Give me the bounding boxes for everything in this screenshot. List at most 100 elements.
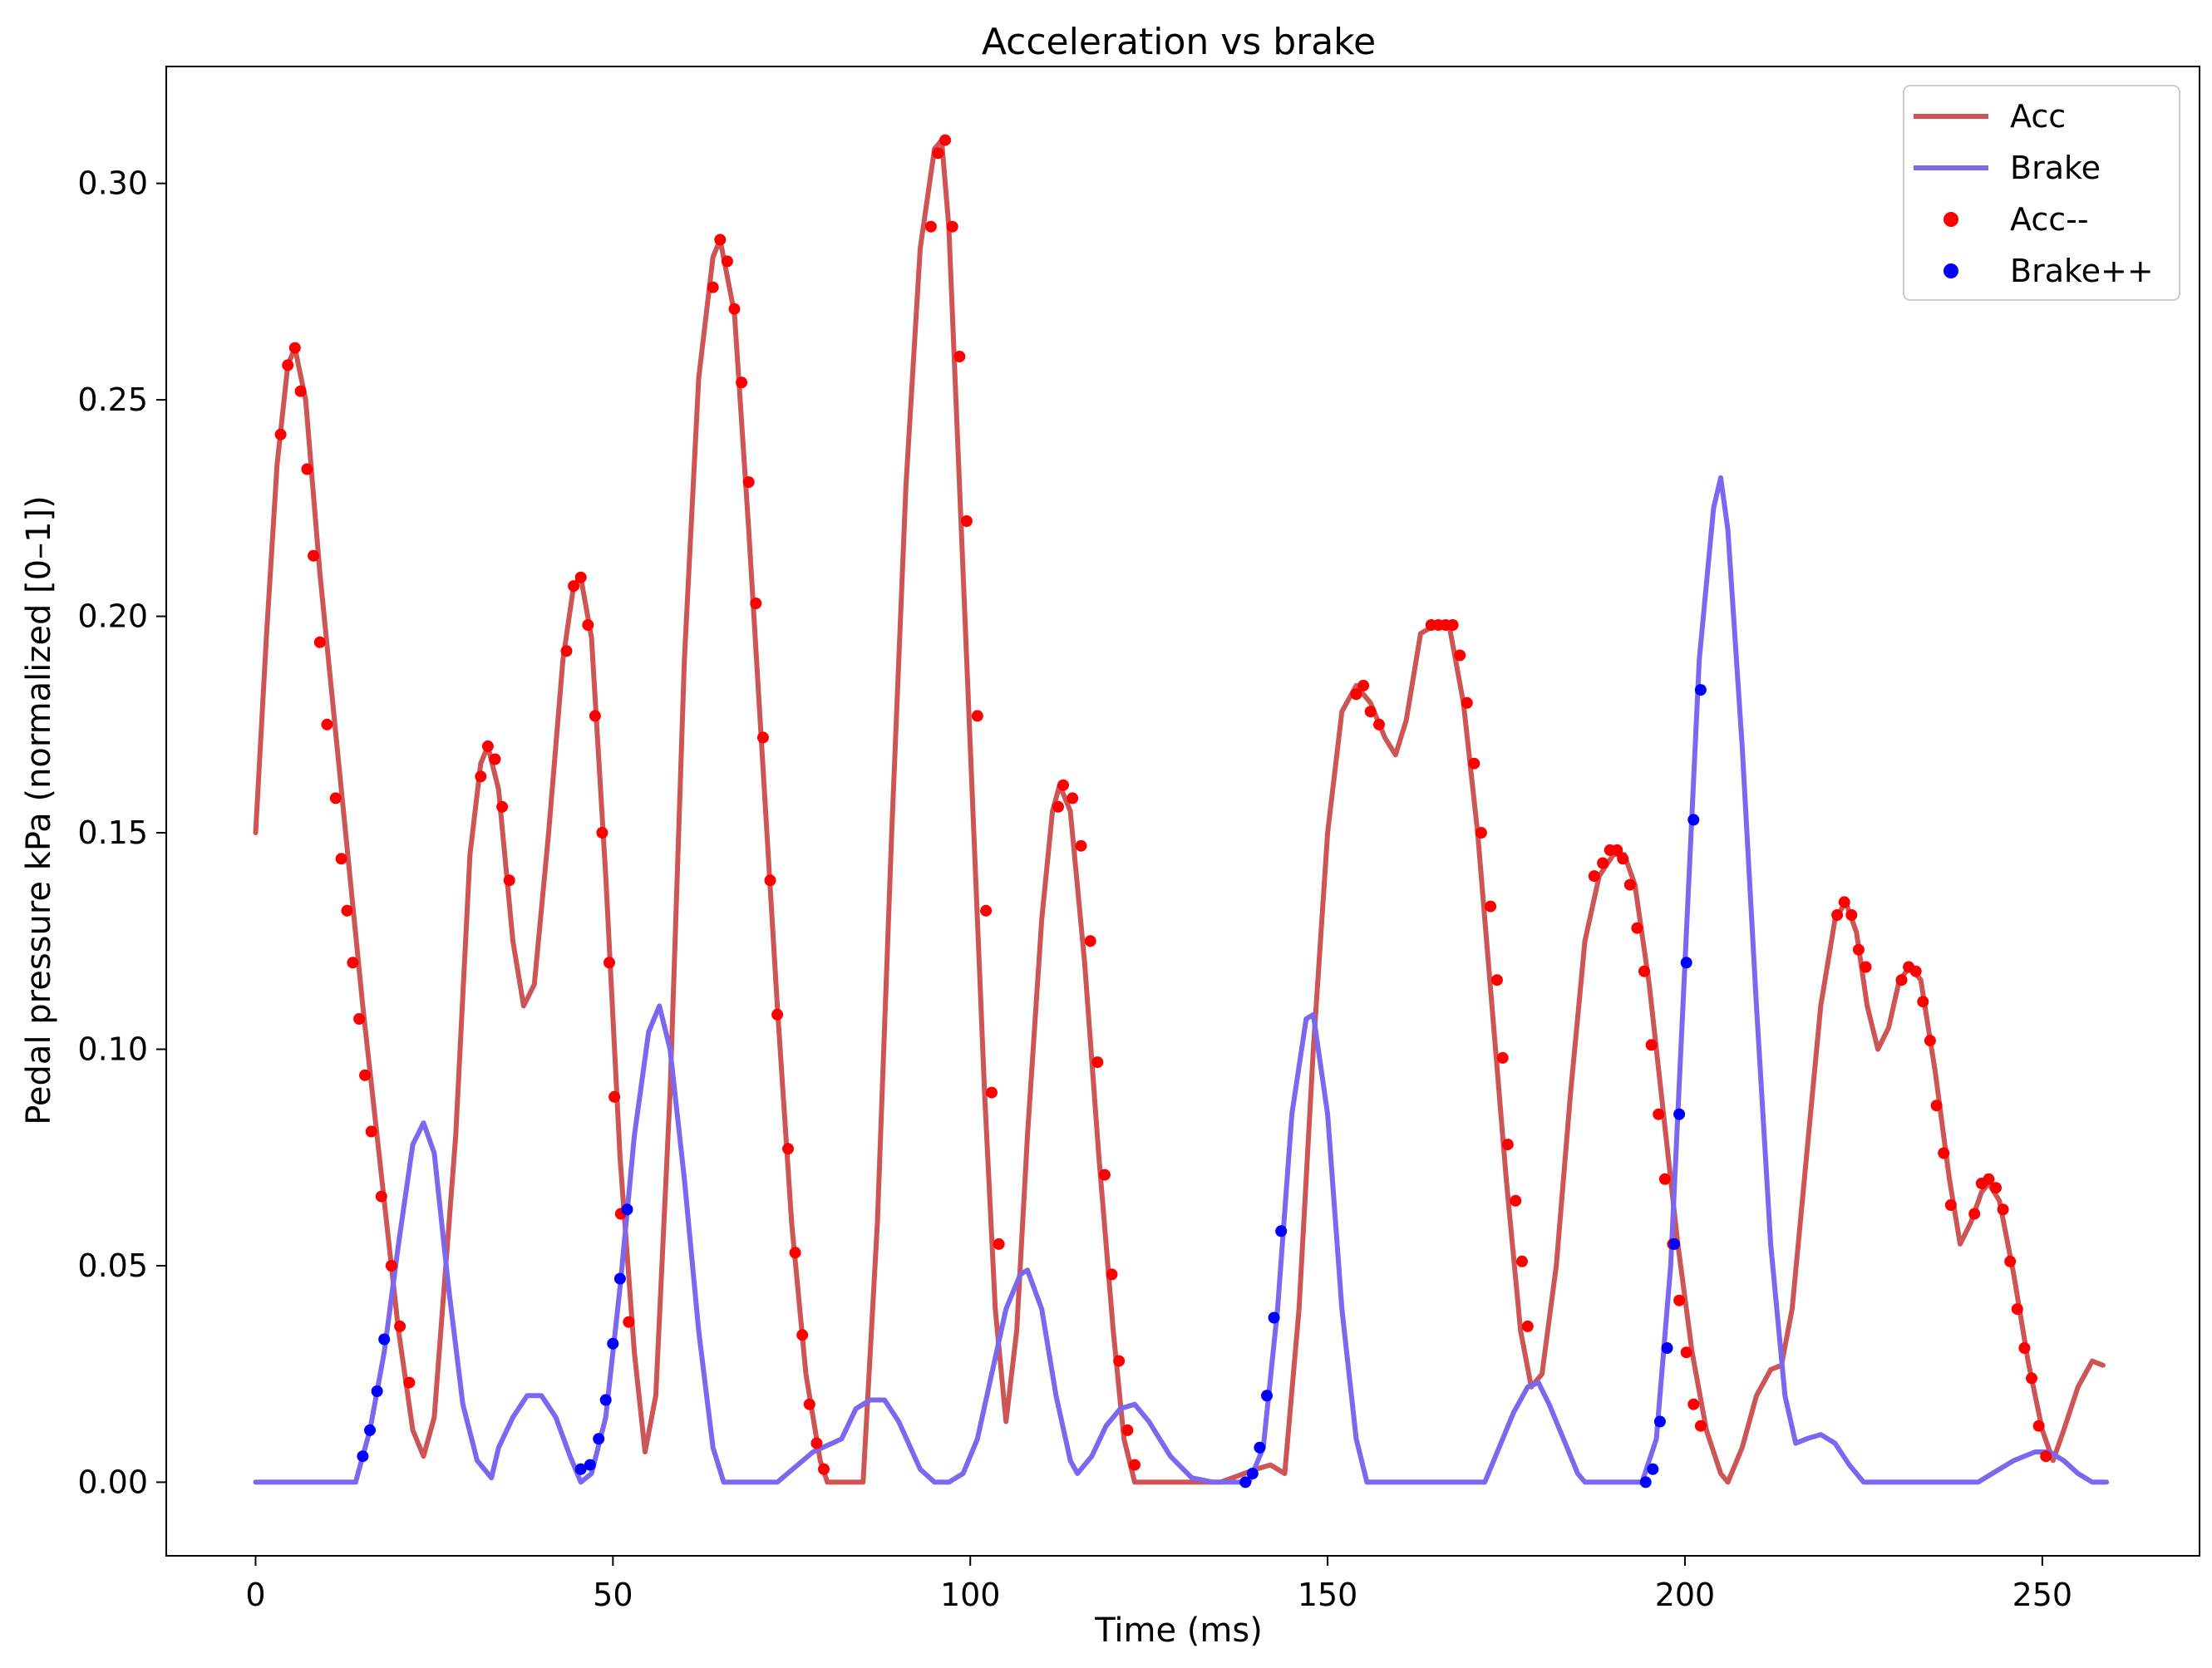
y-tick-label-4: 0.20 <box>77 598 148 635</box>
plot-area-frame <box>165 66 2200 1557</box>
point-Acc---128 <box>2032 1420 2045 1432</box>
point-Acc---99 <box>1653 1108 1665 1120</box>
point-Acc---4 <box>301 463 313 475</box>
x-axis-ticks: 0 50 100 150 200 250 <box>245 1556 2072 1613</box>
point-Acc---61 <box>1057 779 1069 791</box>
point-Acc---57 <box>980 904 993 917</box>
point-Acc---64 <box>1084 935 1096 947</box>
point-Acc---67 <box>1106 1268 1118 1281</box>
point-Acc---0 <box>274 428 287 440</box>
point-Acc---80 <box>1461 696 1473 709</box>
point-Acc---36 <box>721 255 733 268</box>
point-Acc---85 <box>1496 1051 1509 1064</box>
point-Brake++-20 <box>1661 1342 1673 1354</box>
point-Brake++-9 <box>613 1272 626 1285</box>
point-Acc---25 <box>568 580 580 593</box>
point-Acc---9 <box>335 853 347 865</box>
point-Acc---27 <box>582 619 594 631</box>
point-Acc---46 <box>796 1329 809 1341</box>
point-Acc---6 <box>313 636 326 648</box>
point-Brake++-22 <box>1673 1108 1686 1120</box>
point-Acc---37 <box>728 303 741 315</box>
point-Acc---58 <box>986 1086 998 1099</box>
series-layer <box>253 134 2110 1488</box>
point-Acc---102 <box>1673 1294 1686 1306</box>
point-Acc---103 <box>1680 1346 1692 1359</box>
point-Acc---48 <box>810 1437 823 1449</box>
point-Acc---81 <box>1468 757 1480 770</box>
point-Acc---31 <box>608 1090 621 1103</box>
point-Acc---53 <box>946 220 958 233</box>
point-Acc---71 <box>1350 688 1362 701</box>
y-axis-ticks: 0.00 0.05 0.10 0.15 0.20 0.25 0.30 <box>77 165 166 1500</box>
point-Acc---97 <box>1638 965 1650 977</box>
legend: Acc Brake Acc-- Brake++ <box>1903 85 2180 301</box>
point-Brake++-18 <box>1647 1463 1659 1475</box>
point-Acc---21 <box>489 753 501 765</box>
series-Acc <box>253 137 2106 1485</box>
chart-title: Acceleration vs brake <box>982 21 1376 63</box>
point-Acc---96 <box>1631 922 1643 934</box>
point-Brake++-21 <box>1668 1237 1681 1250</box>
point-Acc---19 <box>475 770 487 783</box>
point-Acc---20 <box>481 740 494 752</box>
point-Acc---113 <box>1909 965 1922 977</box>
point-Acc---11 <box>347 957 359 969</box>
point-Acc---93 <box>1611 844 1623 856</box>
x-tick-label-3: 150 <box>1298 1577 1358 1613</box>
point-Acc---15 <box>375 1190 387 1203</box>
point-Acc---23 <box>503 874 515 887</box>
point-Acc---69 <box>1121 1424 1134 1436</box>
x-tick-label-2: 100 <box>940 1577 1001 1613</box>
point-Acc---5 <box>308 549 320 562</box>
point-Acc---66 <box>1098 1169 1111 1181</box>
point-Acc---49 <box>818 1463 830 1475</box>
point-Brake++-25 <box>1694 684 1707 696</box>
point-Brake++-11 <box>1239 1476 1252 1488</box>
point-Acc---30 <box>603 957 615 969</box>
point-Acc---84 <box>1490 974 1503 987</box>
legend-frame <box>1903 85 2180 301</box>
point-Acc---91 <box>1597 857 1609 869</box>
point-Brake++-24 <box>1687 814 1700 826</box>
point-Acc---122 <box>1990 1182 2002 1194</box>
point-Acc---114 <box>1917 996 1929 1008</box>
legend-swatch-Acc-- <box>1944 212 1958 227</box>
point-Acc---42 <box>764 874 776 887</box>
point-Acc---90 <box>1588 870 1600 883</box>
point-Acc---24 <box>560 645 573 657</box>
legend-label-Acc--: Acc-- <box>2010 201 2089 238</box>
point-Acc---74 <box>1373 718 1385 731</box>
point-Acc---98 <box>1645 1039 1658 1051</box>
point-Acc---22 <box>496 800 509 813</box>
y-tick-label-0: 0.00 <box>77 1464 148 1500</box>
x-tick-label-1: 50 <box>593 1577 633 1613</box>
point-Acc---123 <box>1997 1203 2009 1216</box>
point-Acc---70 <box>1129 1459 1140 1471</box>
point-Acc---82 <box>1475 827 1487 839</box>
point-Acc---121 <box>1983 1173 1995 1185</box>
point-Brake++-0 <box>357 1450 369 1463</box>
point-Acc---110 <box>1860 961 1872 973</box>
point-Brake++-14 <box>1261 1390 1273 1402</box>
point-Acc---94 <box>1617 853 1629 865</box>
point-Acc---54 <box>953 351 966 362</box>
point-Acc---129 <box>2040 1450 2052 1463</box>
point-Acc---52 <box>939 134 952 146</box>
point-Acc---119 <box>1968 1208 1981 1220</box>
point-Acc---13 <box>359 1069 371 1081</box>
series-line-Brake <box>253 475 2110 1485</box>
point-Acc---7 <box>321 718 333 731</box>
point-Acc---117 <box>1938 1147 1950 1159</box>
point-Acc---72 <box>1357 679 1370 691</box>
point-Brake++-1 <box>364 1424 376 1436</box>
point-Acc---18 <box>403 1376 416 1389</box>
point-Acc---51 <box>932 147 944 160</box>
point-Acc---79 <box>1454 649 1466 662</box>
point-Acc---127 <box>2026 1372 2037 1385</box>
x-tick-label-0: 0 <box>245 1577 265 1613</box>
point-Acc---28 <box>589 710 601 722</box>
y-tick-label-5: 0.25 <box>77 381 148 418</box>
y-tick-label-6: 0.30 <box>77 165 148 202</box>
